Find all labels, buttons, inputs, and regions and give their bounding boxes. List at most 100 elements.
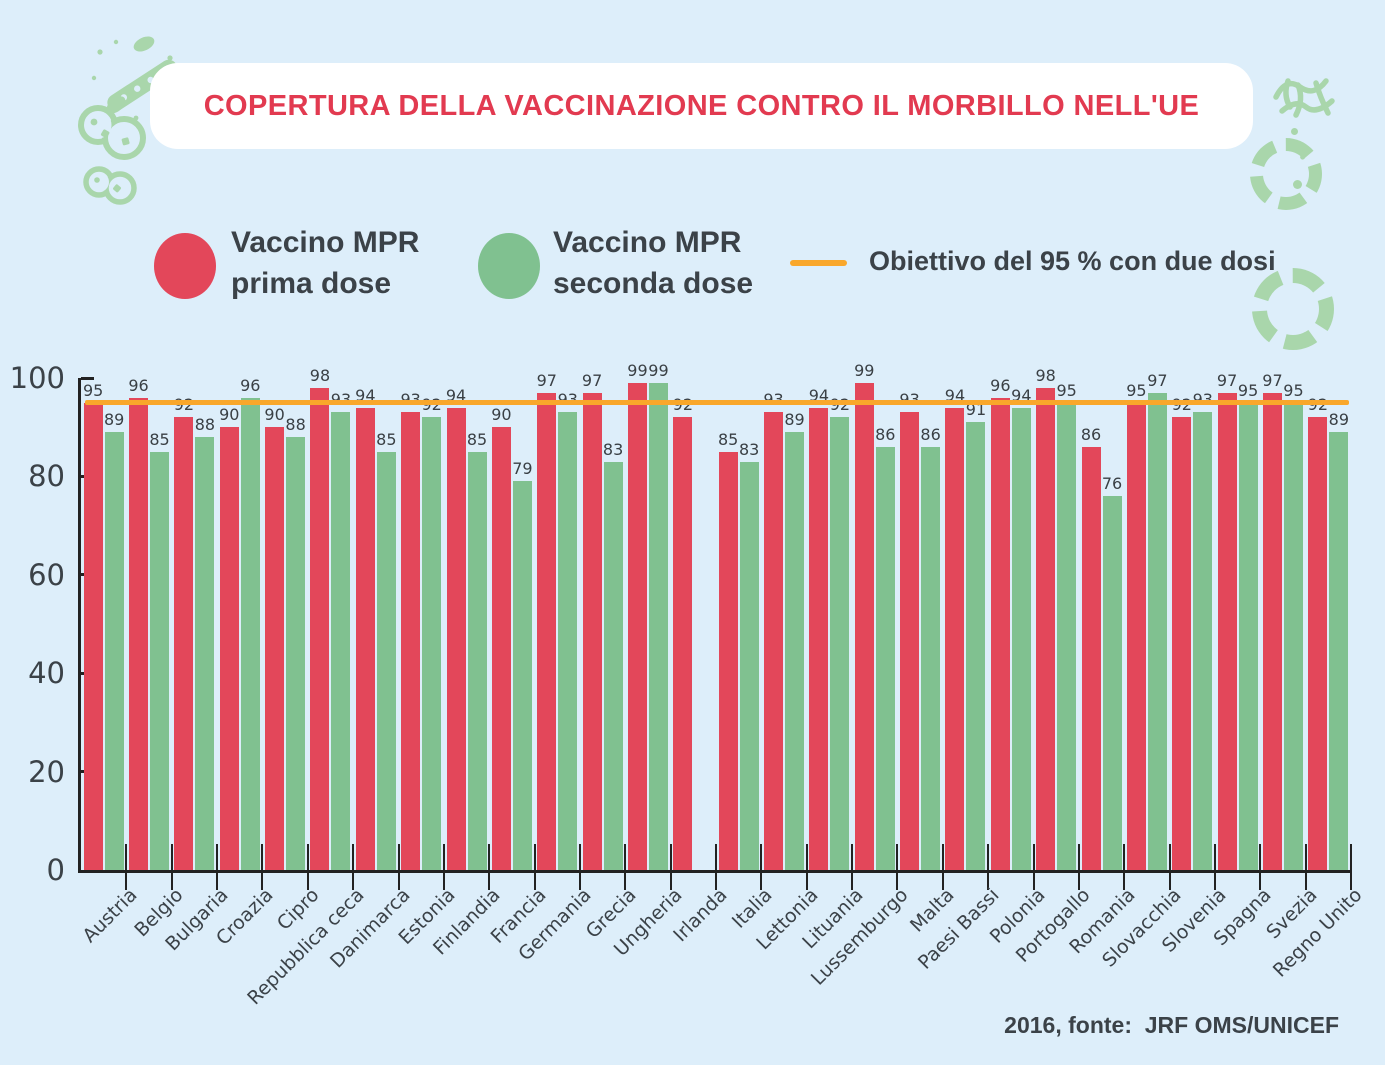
bar-slovenia-prima-dose — [1172, 417, 1192, 870]
bar-estonia-seconda-dose — [422, 417, 442, 870]
bar-value-label: 89 — [784, 410, 805, 430]
bar-regno-unito-prima-dose — [1308, 417, 1328, 870]
bar-slovacchia-prima-dose — [1126, 402, 1146, 870]
bar-spagna-seconda-dose — [1238, 402, 1258, 870]
bar-value-label: 95 — [1126, 380, 1147, 400]
bar-value-label: 96 — [990, 375, 1011, 395]
x-axis-tick — [352, 844, 355, 890]
x-axis-tick — [896, 844, 899, 890]
x-axis-tick — [125, 844, 128, 890]
virus-starburst-icon — [1252, 268, 1334, 350]
x-axis-tick — [170, 844, 173, 890]
virus-starburst-icon — [1250, 138, 1322, 210]
legend-first-dose-swatch — [154, 233, 216, 299]
y-axis-label: 0 — [46, 853, 65, 887]
bar-value-label: 85 — [149, 429, 170, 449]
x-axis-tick — [1259, 844, 1262, 890]
y-axis-tick — [81, 376, 94, 380]
x-axis-tick — [1168, 844, 1171, 890]
germ-dot-icon — [1293, 180, 1302, 189]
bar-value-label: 95 — [1237, 380, 1259, 400]
bar-value-label: 94 — [445, 385, 467, 405]
germ-dot-icon — [1291, 128, 1298, 135]
germ-blob-icon — [83, 166, 137, 205]
bar-italia-seconda-dose — [739, 461, 759, 870]
bar-value-label: 85 — [717, 429, 739, 449]
x-axis-tick — [261, 844, 264, 890]
bar-value-label: 85 — [376, 429, 397, 449]
legend-second-dose-swatch — [478, 233, 540, 299]
bar-value-label: 90 — [491, 405, 512, 425]
bar-portogallo-prima-dose — [1036, 387, 1056, 870]
bar-repubblica-ceca-seconda-dose — [331, 412, 351, 870]
bar-portogallo-seconda-dose — [1057, 402, 1077, 870]
x-axis-tick — [805, 844, 808, 890]
bar-value-label: 96 — [128, 375, 149, 395]
bottom-strip — [0, 1065, 1385, 1071]
bar-cipro-seconda-dose — [286, 437, 306, 870]
bar-spagna-prima-dose — [1217, 392, 1237, 870]
virus-squiggle-icon — [1273, 78, 1335, 118]
bar-value-label: 90 — [264, 405, 285, 425]
x-axis-tick — [397, 844, 400, 890]
bar-value-label: 86 — [920, 424, 941, 444]
bar-bulgaria-seconda-dose — [195, 437, 215, 870]
bar-austria-seconda-dose — [104, 432, 124, 870]
bar-germania-prima-dose — [537, 392, 557, 870]
bar-grecia-prima-dose — [582, 392, 602, 870]
bar-chart: 0204060801009589Austria9685Belgio9288Bul… — [10, 361, 1367, 1009]
bar-value-label: 76 — [1101, 474, 1123, 494]
bar-value-label: 88 — [194, 415, 216, 435]
x-axis-tick — [488, 844, 491, 890]
bar-irlanda-prima-dose — [673, 417, 693, 870]
bar-value-label: 95 — [82, 380, 104, 400]
bar-value-label: 89 — [103, 410, 125, 430]
bar-value-label: 86 — [875, 424, 896, 444]
legend-second-dose-label: Vaccino MPR seconda dose — [553, 226, 754, 300]
x-axis-tick — [216, 844, 219, 890]
bar-value-label: 83 — [602, 439, 624, 459]
bar-paesi-bassi-seconda-dose — [966, 422, 986, 870]
bar-croazia-seconda-dose — [240, 397, 260, 870]
bar-svezia-seconda-dose — [1283, 402, 1303, 870]
x-axis-tick — [987, 844, 990, 890]
source-note: 2016, fonte: JRF OMS/UNICEF — [1004, 1012, 1339, 1038]
x-axis-tick — [715, 844, 717, 890]
x-axis-tick — [306, 844, 309, 890]
x-axis-tick — [578, 844, 581, 890]
bar-lussemburgo-seconda-dose — [875, 446, 895, 870]
legend-first-dose-label: Vaccino MPR prima dose — [231, 226, 420, 300]
x-axis-tick — [533, 844, 536, 890]
bar-value-label: 89 — [1328, 410, 1349, 430]
bar-value-label: 85 — [466, 429, 488, 449]
x-axis-tick — [1123, 844, 1126, 890]
bar-value-label: 97 — [1262, 370, 1283, 390]
legend-target-label: Obiettivo del 95 % con due dosi — [869, 246, 1276, 276]
bar-belgio-prima-dose — [129, 397, 149, 870]
bar-value-label: 88 — [285, 415, 306, 435]
bar-value-label: 94 — [1011, 385, 1032, 405]
bar-danimarca-prima-dose — [355, 407, 375, 870]
bar-value-label: 90 — [219, 405, 240, 425]
bar-ungheria-prima-dose — [627, 382, 647, 870]
bar-value-label: 86 — [1080, 424, 1102, 444]
y-axis-label: 100 — [9, 361, 65, 395]
germ-blob-icon — [78, 105, 146, 160]
bar-romania-prima-dose — [1081, 446, 1101, 870]
bar-italia-prima-dose — [718, 451, 738, 870]
bar-lituania-seconda-dose — [830, 417, 850, 870]
bar-bulgaria-prima-dose — [174, 417, 194, 870]
bar-austria-prima-dose — [83, 402, 103, 870]
bar-value-label: 94 — [808, 385, 830, 405]
bar-value-label: 99 — [627, 360, 648, 380]
x-axis-tick — [669, 844, 672, 890]
bar-value-label: 96 — [240, 375, 261, 395]
x-axis-tick — [941, 844, 944, 890]
bar-value-label: 99 — [648, 360, 669, 380]
bar-value-label: 83 — [738, 439, 760, 459]
bar-estonia-prima-dose — [401, 412, 421, 870]
legend-target-line-swatch — [790, 260, 847, 266]
x-axis-tick — [760, 844, 763, 890]
bar-repubblica-ceca-prima-dose — [310, 387, 330, 870]
